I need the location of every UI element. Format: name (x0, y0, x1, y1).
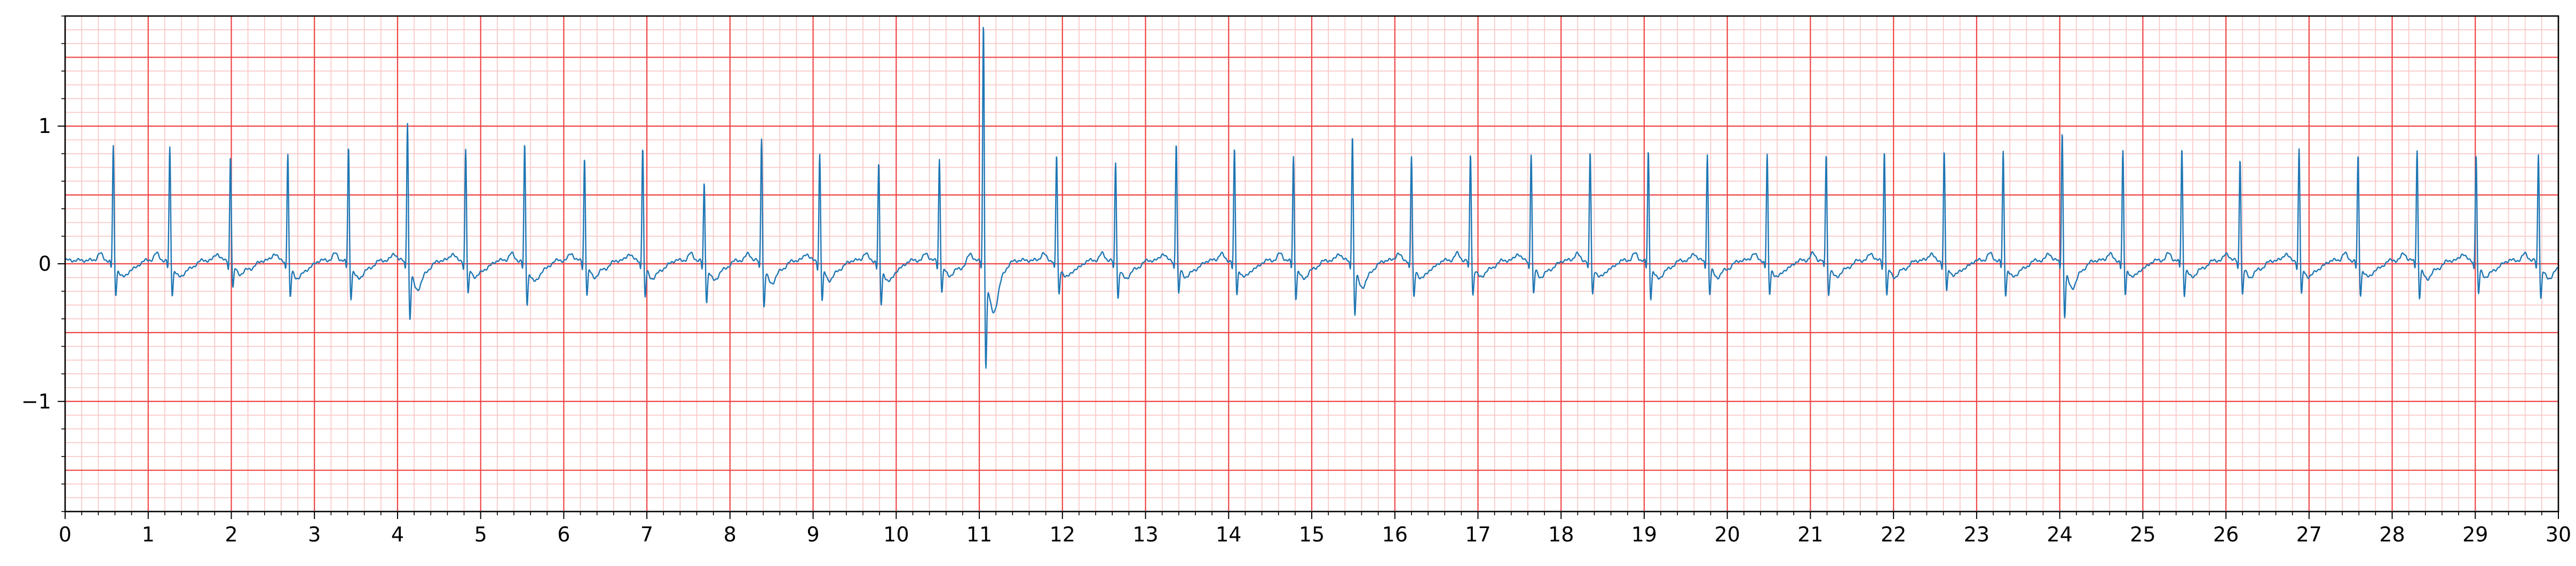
x-tick-label: 1 (142, 523, 155, 546)
x-tick-label: 9 (807, 523, 820, 546)
x-tick-label: 25 (2130, 523, 2155, 546)
x-tick-label: 20 (1714, 523, 1740, 546)
x-tick-label: 21 (1797, 523, 1823, 546)
x-tick-label: 26 (2213, 523, 2239, 546)
x-tick-label: 15 (1299, 523, 1325, 546)
x-tick-label: 12 (1050, 523, 1075, 546)
series-layer (64, 27, 2559, 369)
x-tick-label: 18 (1548, 523, 1574, 546)
x-tick-label: 24 (2047, 523, 2072, 546)
x-tick-label: 0 (59, 523, 72, 546)
x-tick-label: 7 (640, 523, 653, 546)
x-tick-label: 22 (1881, 523, 1906, 546)
x-tick-label: 28 (2379, 523, 2405, 546)
ticks-layer: 0 1 2 3 4 5 6 7 8 9 10 11 12 13 14 15 16 17 18 19 20 21 22 23 24… (21, 15, 2571, 546)
x-tick-label: 19 (1631, 523, 1657, 546)
x-tick-label: 14 (1216, 523, 1241, 546)
x-tick-label: 11 (966, 523, 992, 546)
x-tick-label: 23 (1964, 523, 1990, 546)
x-tick-label: 30 (2546, 523, 2571, 546)
x-tick-label: 6 (557, 523, 570, 546)
y-tick-label: 1 (38, 114, 51, 138)
x-tick-label: 2 (225, 523, 237, 546)
x-tick-label: 16 (1382, 523, 1408, 546)
x-tick-label: 4 (391, 523, 404, 546)
x-tick-label: 10 (883, 523, 909, 546)
y-tick-label: 0 (38, 252, 51, 276)
x-tick-label: 13 (1132, 523, 1158, 546)
y-tick-label: −1 (21, 390, 51, 413)
major-grid (64, 16, 2559, 512)
x-tick-label: 29 (2462, 523, 2488, 546)
ecg-series-line (64, 27, 2559, 369)
x-tick-label: 3 (308, 523, 321, 546)
x-tick-label: 17 (1465, 523, 1491, 546)
x-tick-label: 27 (2296, 523, 2322, 546)
x-tick-label: 5 (474, 523, 487, 546)
x-tick-label: 8 (724, 523, 736, 546)
